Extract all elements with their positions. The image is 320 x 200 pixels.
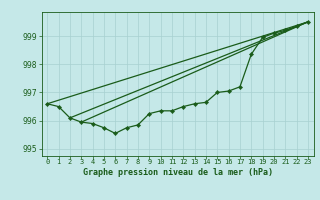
X-axis label: Graphe pression niveau de la mer (hPa): Graphe pression niveau de la mer (hPa)	[83, 168, 273, 177]
